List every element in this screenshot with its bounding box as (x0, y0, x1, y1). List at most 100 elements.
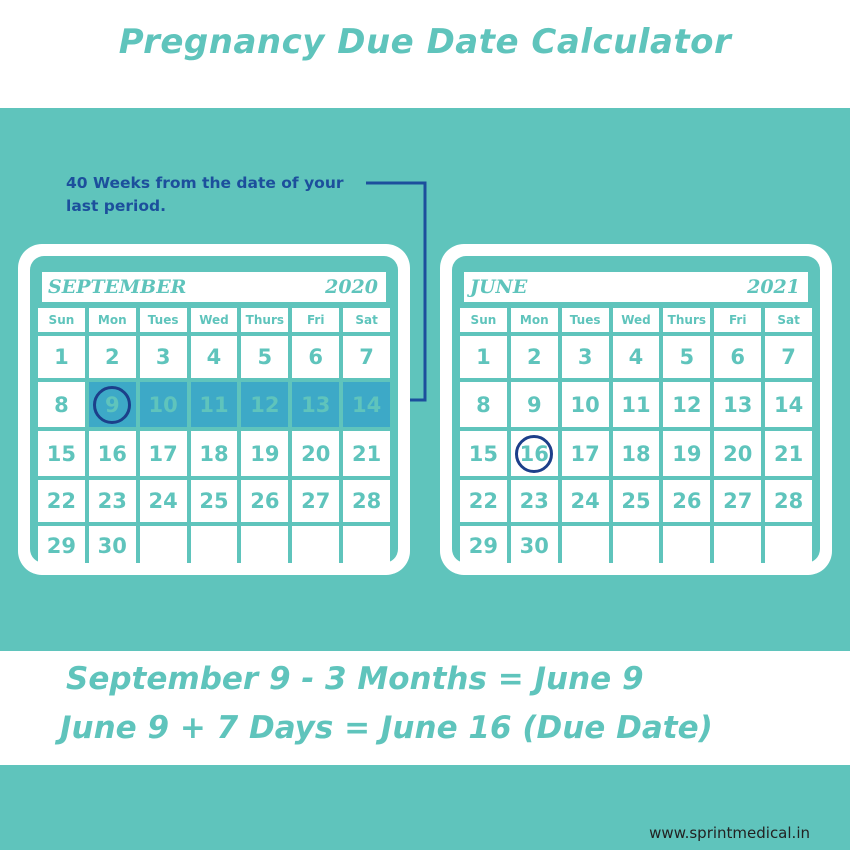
weekday-header: Thurs (663, 308, 711, 332)
calendar-grid: Sun Mon Tues Wed Thurs Fri Sat 1 2 3 4 5 6 7 8 9 10 11 12 1… (38, 308, 390, 566)
calendar-day: 25 (190, 480, 238, 522)
calendar-empty-cell (561, 526, 609, 566)
calendar-day: 19 (663, 431, 711, 476)
calendar-september: SEPTEMBER 2020 Sun Mon Tues Wed Thurs Fri Sat 1… (18, 244, 410, 575)
formula-line-2: June 9 + 7 Days = June 16 (Due Date) (60, 710, 713, 746)
circle-marker-icon (93, 385, 132, 424)
calendar-day: 7 (343, 336, 390, 378)
calendar-day: 26 (241, 480, 289, 522)
calendar-day: 14 (765, 382, 812, 427)
calendar-day: 24 (561, 480, 609, 522)
calendar-day: 3 (139, 336, 187, 378)
forty-weeks-note: 40 Weeks from the date of your last peri… (66, 174, 344, 215)
calendar-empty-cell (241, 526, 289, 566)
calendar-day: 30 (88, 526, 136, 566)
calendar-day: 13 (292, 382, 340, 427)
calendar-day: 8 (38, 382, 85, 427)
weekday-header: Sun (38, 308, 85, 332)
calendar-day: 4 (612, 336, 660, 378)
calendar-day: 9 (510, 382, 558, 427)
calendar-day: 23 (510, 480, 558, 522)
calendar-day: 11 (190, 382, 238, 427)
calendar-day: 15 (38, 431, 85, 476)
circle-marker-icon (515, 434, 554, 473)
weekday-header: Tues (139, 308, 187, 332)
calendar-day: 7 (765, 336, 812, 378)
calendar-day: 29 (460, 526, 507, 566)
calendar-day: 22 (460, 480, 507, 522)
weekday-header: Wed (612, 308, 660, 332)
weekday-header: Mon (510, 308, 558, 332)
calendar-day: 5 (241, 336, 289, 378)
calendar-day: 14 (343, 382, 390, 427)
calendar-day: 17 (561, 431, 609, 476)
weekday-header: Tues (561, 308, 609, 332)
weekday-header: Fri (714, 308, 762, 332)
website-credit: www.sprintmedical.in (649, 824, 810, 842)
calendar-empty-cell (714, 526, 762, 566)
calendar-day: 16 (510, 431, 558, 476)
calendar-day: 20 (292, 431, 340, 476)
weekday-header: Sun (460, 308, 507, 332)
weekday-header: Fri (292, 308, 340, 332)
calendar-day: 3 (561, 336, 609, 378)
calendar-day: 27 (292, 480, 340, 522)
calendar-day: 24 (139, 480, 187, 522)
calendar-day: 9 (88, 382, 136, 427)
calendar-june: JUNE 2021 Sun Mon Tues Wed Thurs Fri Sat 1 2 3 4 5 6… (440, 244, 832, 575)
calendar-day: 10 (139, 382, 187, 427)
calendar-day: 12 (663, 382, 711, 427)
calendar-day: 10 (561, 382, 609, 427)
calendar-month: SEPTEMBER (48, 276, 187, 298)
calendar-day: 30 (510, 526, 558, 566)
calendar-empty-cell (190, 526, 238, 566)
calendar-day: 18 (612, 431, 660, 476)
weekday-header: Sat (343, 308, 390, 332)
calendar-day: 20 (714, 431, 762, 476)
calendar-body: SEPTEMBER 2020 Sun Mon Tues Wed Thurs Fri Sat 1… (30, 256, 398, 566)
page-title: Pregnancy Due Date Calculator (118, 22, 732, 62)
weekday-header: Mon (88, 308, 136, 332)
calendar-day: 21 (343, 431, 390, 476)
calendar-day: 5 (663, 336, 711, 378)
calendar-day: 6 (292, 336, 340, 378)
calendar-day: 17 (139, 431, 187, 476)
calendar-day: 21 (765, 431, 812, 476)
calendar-day: 25 (612, 480, 660, 522)
calendar-day: 12 (241, 382, 289, 427)
weekday-header: Sat (765, 308, 812, 332)
calendar-grid: Sun Mon Tues Wed Thurs Fri Sat 1 2 3 4 5 6 7 8 9 10 11 12 1… (460, 308, 812, 566)
calendar-day: 19 (241, 431, 289, 476)
calendar-empty-cell (343, 526, 390, 566)
calendar-empty-cell (612, 526, 660, 566)
calendar-header: JUNE 2021 (464, 272, 808, 302)
calendar-day: 27 (714, 480, 762, 522)
calendar-header: SEPTEMBER 2020 (42, 272, 386, 302)
calendar-day: 29 (38, 526, 85, 566)
calendar-day: 28 (343, 480, 390, 522)
calendar-day: 22 (38, 480, 85, 522)
calendar-day: 1 (460, 336, 507, 378)
calendar-day: 26 (663, 480, 711, 522)
calendar-empty-cell (292, 526, 340, 566)
calendar-day: 23 (88, 480, 136, 522)
calendar-year: 2020 (325, 276, 378, 298)
calendar-year: 2021 (747, 276, 800, 298)
calendar-day: 2 (510, 336, 558, 378)
calendar-day: 13 (714, 382, 762, 427)
calendar-day: 11 (612, 382, 660, 427)
teal-band-bottom (0, 765, 850, 850)
calendar-day: 1 (38, 336, 85, 378)
calendar-day: 4 (190, 336, 238, 378)
calendar-empty-cell (765, 526, 812, 566)
calendar-day: 15 (460, 431, 507, 476)
calendar-month: JUNE (470, 276, 528, 298)
weekday-header: Wed (190, 308, 238, 332)
calendar-day: 16 (88, 431, 136, 476)
weekday-header: Thurs (241, 308, 289, 332)
calendar-day: 2 (88, 336, 136, 378)
calendar-day: 8 (460, 382, 507, 427)
calendar-empty-cell (663, 526, 711, 566)
calendar-day: 28 (765, 480, 812, 522)
calendar-day: 6 (714, 336, 762, 378)
